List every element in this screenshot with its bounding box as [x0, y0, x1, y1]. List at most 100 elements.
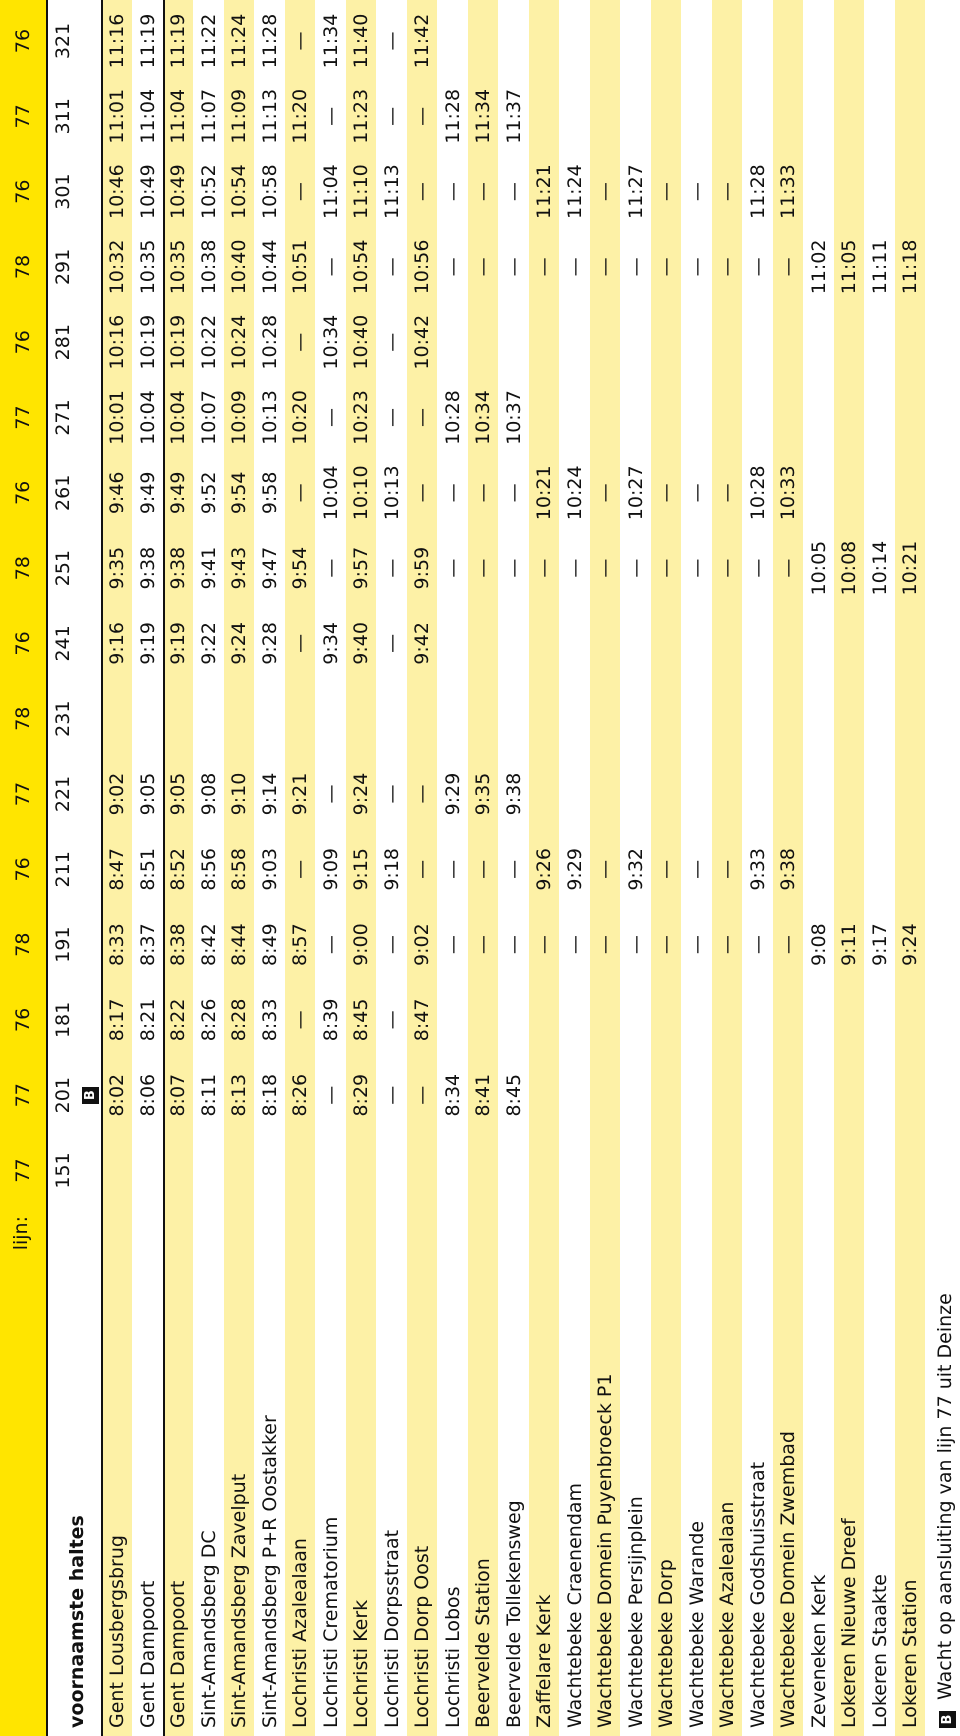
time: 8:51 [136, 847, 159, 891]
time: — [411, 859, 433, 879]
time: — [655, 182, 677, 202]
time: 9:40 [350, 622, 372, 665]
time: 9:15 [350, 847, 372, 891]
time: 8:13 [228, 1073, 250, 1117]
time: 8:57 [289, 923, 311, 966]
time: — [441, 558, 464, 578]
time: — [502, 935, 525, 955]
time: 8:17 [106, 998, 128, 1042]
time: 10:44 [258, 239, 281, 295]
line-number: 78 [12, 932, 34, 957]
time: 10:22 [197, 314, 220, 370]
time: 9:49 [136, 471, 159, 515]
time: 9:24 [350, 772, 372, 816]
time: 9:22 [197, 622, 220, 665]
line-number: 76 [12, 857, 34, 882]
time: — [685, 182, 708, 202]
time: — [655, 257, 677, 277]
time: 9:38 [167, 546, 189, 590]
time: 9:09 [319, 847, 342, 891]
time: 9:38 [136, 546, 159, 590]
time: — [594, 859, 616, 879]
time: 9:42 [411, 622, 433, 665]
time: 10:19 [167, 314, 189, 370]
time: 9:26 [533, 847, 555, 891]
time: 10:13 [258, 390, 281, 445]
time: 10:52 [197, 164, 220, 219]
time: — [411, 483, 433, 503]
time: — [289, 633, 311, 653]
time: 8:44 [228, 923, 250, 966]
time: 11:09 [228, 88, 250, 144]
time: 11:28 [746, 164, 769, 219]
time: 9:02 [106, 772, 128, 816]
time: — [563, 558, 586, 578]
line-number: 77 [12, 104, 34, 129]
time: — [716, 859, 738, 879]
time: 9:02 [411, 923, 433, 966]
time: 9:32 [624, 847, 647, 891]
footnote-marker: B [936, 1711, 956, 1728]
time: 10:34 [319, 314, 342, 370]
trip-number: 261 [52, 474, 74, 511]
stop-name: Wachtebeke Dorp [655, 1559, 677, 1728]
time: 10:10 [350, 465, 372, 521]
time: 11:33 [777, 164, 799, 219]
stop-name: Lokeren Station [899, 1579, 921, 1728]
time: — [533, 935, 555, 955]
time: 11:13 [380, 164, 403, 219]
footnote-text: Wacht op aansluiting van lijn 77 uit Dei… [933, 1293, 956, 1700]
time: 9:52 [197, 471, 220, 515]
badge: B [938, 1711, 956, 1728]
time: 8:33 [258, 998, 281, 1042]
time: 8:29 [350, 1073, 372, 1117]
time: 8:22 [167, 998, 189, 1042]
stop-name: Lochristi Kerk [350, 1599, 372, 1728]
line-number: 78 [12, 706, 34, 731]
time: 10:13 [380, 465, 403, 521]
time: — [502, 257, 525, 277]
stop-name: Gent Dampoort [136, 1580, 159, 1728]
time: 10:37 [502, 390, 525, 445]
time: — [472, 935, 494, 955]
time: 10:28 [258, 314, 281, 370]
time: 11:37 [502, 88, 525, 144]
time: 9:00 [350, 923, 372, 966]
time: 9:11 [838, 923, 860, 966]
time: 10:54 [350, 239, 372, 295]
time: 11:10 [350, 164, 372, 219]
time: 8:47 [411, 998, 433, 1042]
trip-number: 211 [52, 851, 74, 888]
time: 8:56 [197, 847, 220, 891]
line-number: 76 [12, 179, 34, 204]
time: — [380, 257, 403, 277]
time: 9:43 [228, 546, 250, 590]
time: 11:19 [136, 13, 159, 69]
time: 9:17 [868, 923, 891, 966]
time: 10:42 [411, 314, 433, 370]
time: 8:42 [197, 923, 220, 966]
line-number: 77 [12, 781, 34, 807]
badge: B [82, 1086, 99, 1104]
time: 9:19 [136, 622, 159, 665]
time: 8:07 [167, 1073, 189, 1117]
time: 11:28 [258, 13, 281, 69]
time: 10:33 [777, 465, 799, 521]
time: — [380, 1010, 403, 1030]
time: 8:21 [136, 998, 159, 1042]
time: 10:21 [533, 465, 555, 521]
line-number: 78 [12, 254, 34, 279]
line-number: 78 [12, 556, 34, 581]
time: 9:05 [136, 772, 159, 816]
time: 11:18 [899, 239, 921, 295]
time: 11:07 [197, 88, 220, 144]
time: — [411, 182, 433, 202]
time: 10:35 [136, 239, 159, 295]
stop-name: Zaffelare Kerk [533, 1594, 555, 1728]
time: — [685, 558, 708, 578]
time: 8:02 [106, 1073, 128, 1117]
time: 10:49 [167, 164, 189, 219]
time: — [289, 483, 311, 503]
time: 8:58 [228, 847, 250, 891]
time: 10:28 [746, 465, 769, 521]
